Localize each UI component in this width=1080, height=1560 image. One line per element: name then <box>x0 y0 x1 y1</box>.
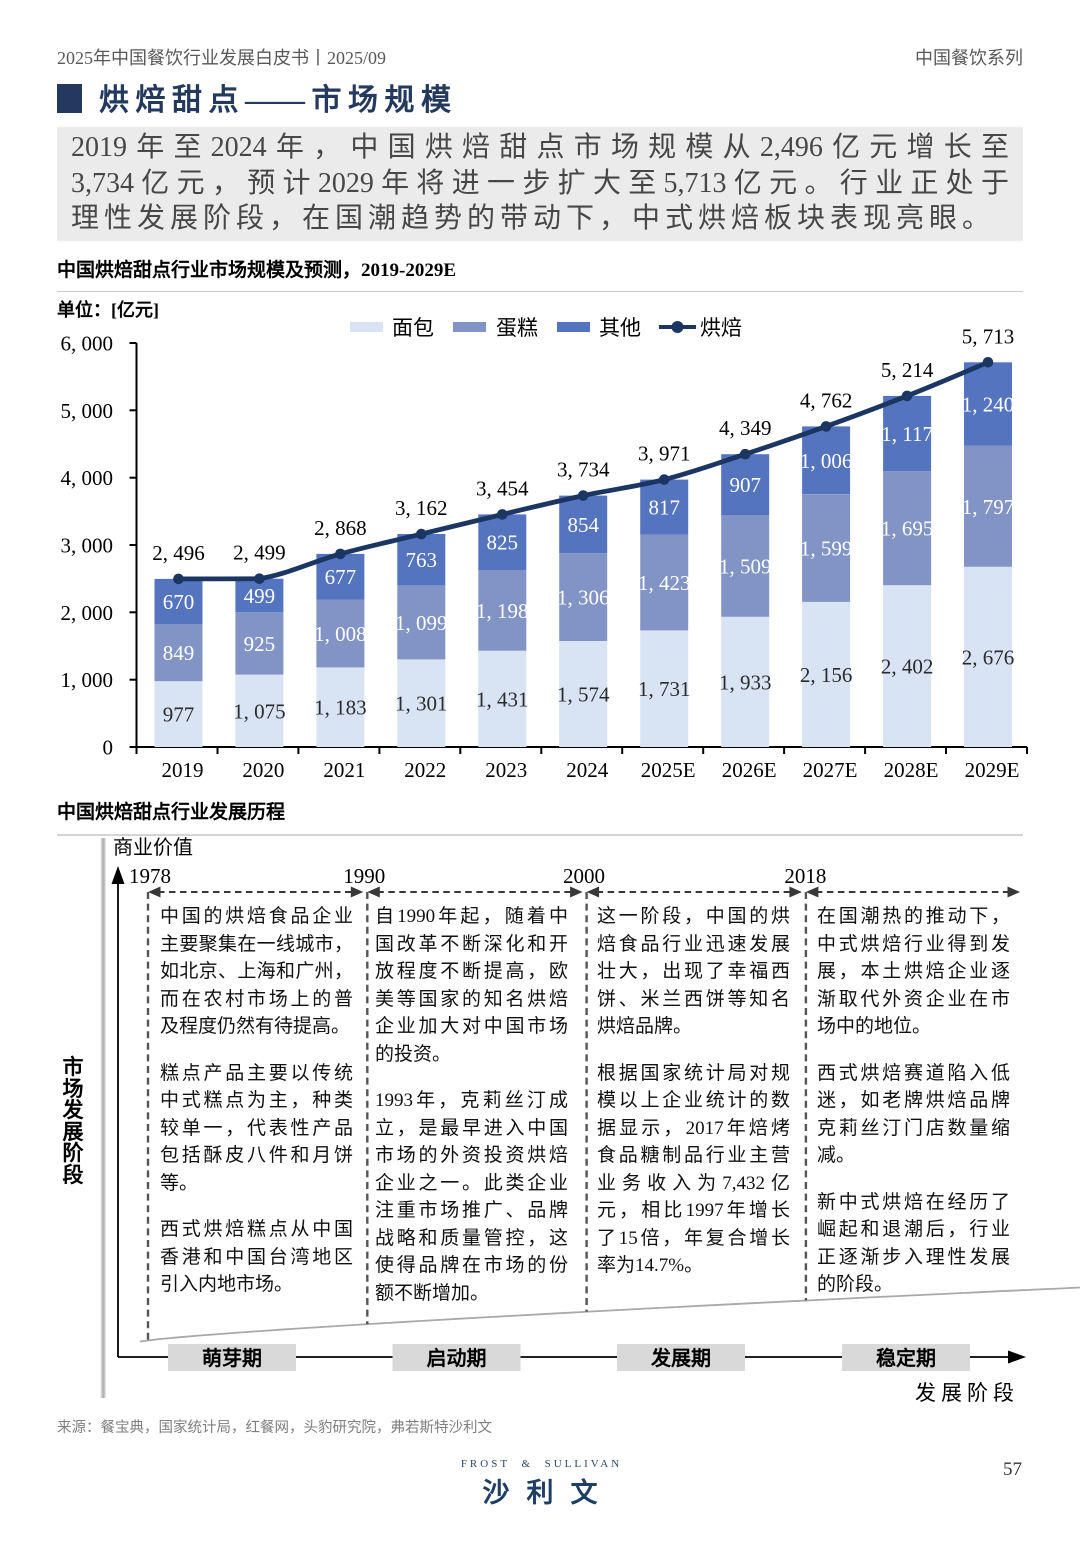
svg-text:发展期: 发展期 <box>650 1346 711 1370</box>
svg-text:2, 499: 2, 499 <box>233 541 286 565</box>
svg-text:其他: 其他 <box>599 316 641 340</box>
svg-text:3, 971: 3, 971 <box>638 442 691 466</box>
svg-text:3, 734: 3, 734 <box>557 458 610 482</box>
svg-text:稳定期: 稳定期 <box>876 1346 936 1370</box>
svg-text:2000: 2000 <box>563 864 605 888</box>
svg-text:1, 008: 1, 008 <box>314 622 367 646</box>
svg-text:1, 797: 1, 797 <box>962 495 1015 519</box>
svg-text:2, 402: 2, 402 <box>881 655 934 679</box>
svg-text:2022: 2022 <box>404 758 446 782</box>
svg-text:3, 162: 3, 162 <box>395 496 448 520</box>
svg-text:2025E: 2025E <box>641 758 696 782</box>
svg-text:萌芽期: 萌芽期 <box>202 1346 262 1370</box>
svg-text:2024: 2024 <box>566 758 609 782</box>
svg-text:1, 933: 1, 933 <box>719 670 772 694</box>
svg-text:2029E: 2029E <box>965 758 1020 782</box>
svg-text:499: 499 <box>244 584 276 608</box>
svg-text:4, 349: 4, 349 <box>719 416 772 440</box>
svg-text:1, 301: 1, 301 <box>395 692 448 716</box>
svg-text:2026E: 2026E <box>722 758 777 782</box>
svg-text:2019: 2019 <box>162 758 204 782</box>
svg-text:3, 000: 3, 000 <box>61 534 114 558</box>
svg-text:4, 000: 4, 000 <box>61 466 114 490</box>
svg-text:1, 695: 1, 695 <box>881 517 934 541</box>
svg-text:1, 431: 1, 431 <box>476 687 529 711</box>
svg-text:2, 496: 2, 496 <box>152 541 205 565</box>
svg-text:1, 099: 1, 099 <box>395 611 448 635</box>
svg-text:1, 183: 1, 183 <box>314 696 367 720</box>
svg-text:2, 156: 2, 156 <box>800 663 853 687</box>
svg-text:0: 0 <box>103 736 114 760</box>
svg-text:1, 198: 1, 198 <box>476 599 529 623</box>
svg-text:817: 817 <box>648 496 680 520</box>
svg-text:3, 454: 3, 454 <box>476 476 529 500</box>
svg-text:825: 825 <box>487 531 519 555</box>
svg-text:1, 240: 1, 240 <box>962 393 1015 417</box>
svg-text:5, 713: 5, 713 <box>962 324 1015 348</box>
svg-text:677: 677 <box>325 565 357 589</box>
svg-text:2, 000: 2, 000 <box>61 601 114 625</box>
svg-text:763: 763 <box>406 548 438 572</box>
svg-text:977: 977 <box>163 703 195 727</box>
svg-text:854: 854 <box>567 513 599 537</box>
svg-text:烘焙: 烘焙 <box>700 316 742 340</box>
svg-text:849: 849 <box>163 641 195 665</box>
svg-text:5, 000: 5, 000 <box>61 399 114 423</box>
svg-text:2021: 2021 <box>323 758 365 782</box>
svg-text:1, 423: 1, 423 <box>638 571 691 595</box>
svg-text:1, 731: 1, 731 <box>638 677 691 701</box>
svg-text:2020: 2020 <box>242 758 284 782</box>
svg-text:5, 214: 5, 214 <box>881 358 934 382</box>
svg-text:2018: 2018 <box>784 864 826 888</box>
svg-text:1990: 1990 <box>343 864 385 888</box>
svg-text:1, 574: 1, 574 <box>557 683 610 707</box>
svg-text:4, 762: 4, 762 <box>800 388 853 412</box>
svg-text:1978: 1978 <box>129 864 171 888</box>
svg-text:6, 000: 6, 000 <box>61 332 114 356</box>
svg-text:907: 907 <box>729 473 761 497</box>
svg-text:蛋糕: 蛋糕 <box>496 316 538 340</box>
svg-text:1, 006: 1, 006 <box>800 449 853 473</box>
svg-text:925: 925 <box>244 632 276 656</box>
svg-text:2027E: 2027E <box>803 758 858 782</box>
svg-text:1, 509: 1, 509 <box>719 555 772 579</box>
svg-text:1, 117: 1, 117 <box>881 422 933 446</box>
svg-text:2023: 2023 <box>485 758 527 782</box>
svg-text:2, 868: 2, 868 <box>314 516 367 540</box>
svg-text:启动期: 启动期 <box>427 1346 487 1370</box>
svg-text:1, 075: 1, 075 <box>233 699 286 723</box>
svg-text:面包: 面包 <box>392 316 434 340</box>
svg-text:2028E: 2028E <box>884 758 939 782</box>
svg-text:2, 676: 2, 676 <box>962 645 1015 669</box>
svg-text:1, 306: 1, 306 <box>557 586 610 610</box>
svg-text:670: 670 <box>163 590 195 614</box>
svg-text:1, 000: 1, 000 <box>61 668 114 692</box>
svg-text:发展阶段: 发展阶段 <box>915 1381 1019 1405</box>
svg-text:1, 599: 1, 599 <box>800 537 853 561</box>
